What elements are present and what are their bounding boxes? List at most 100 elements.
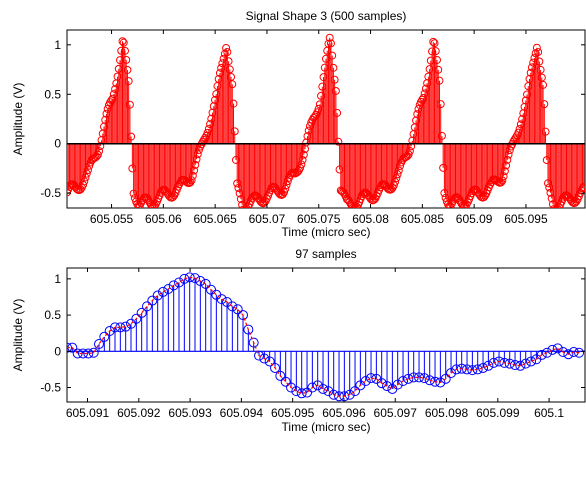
top-x-tick-label: 605.06	[145, 212, 182, 226]
top-stem-marker	[120, 46, 129, 55]
top-stem-marker	[578, 184, 585, 193]
bottom-stem-marker	[275, 370, 286, 381]
top-stem-marker	[277, 190, 286, 199]
top-stem-marker	[92, 152, 101, 161]
bottom-stem-marker	[115, 322, 126, 333]
top-stem-marker	[527, 63, 536, 72]
top-stem-marker	[102, 109, 111, 118]
top-stem-marker	[414, 105, 423, 114]
top-stem-marker	[113, 72, 122, 81]
bottom-stem-marker	[414, 372, 425, 383]
bottom-stem-marker	[131, 313, 142, 324]
bottom-markers	[67, 272, 585, 402]
bottom-x-tick-label: 605.092	[117, 406, 161, 420]
bottom-stem-marker	[350, 386, 361, 397]
bottom-stem-marker	[542, 347, 553, 358]
top-stem-marker	[510, 135, 519, 144]
top-x-tick-label: 605.08	[352, 212, 389, 226]
top-stem-marker	[242, 206, 250, 208]
top-stem-marker	[436, 100, 445, 109]
bottom-stem-marker	[307, 382, 318, 393]
bottom-stem-marker	[360, 375, 371, 386]
top-stem-marker	[304, 126, 313, 135]
top-stem-marker	[426, 56, 435, 65]
top-stem-marker	[96, 142, 105, 151]
top-stem-marker	[190, 166, 199, 175]
bottom-stem-marker	[254, 350, 265, 361]
bottom-y-axis-ticks: -0.5 0 0.5 1	[40, 272, 585, 395]
top-stem-marker	[529, 58, 538, 67]
bottom-stem-marker	[366, 373, 377, 384]
top-stem-marker	[192, 155, 201, 164]
top-stem-marker	[433, 55, 441, 64]
top-stem-marker	[206, 120, 215, 129]
top-stem-marker	[407, 142, 416, 151]
top-stem-marker	[313, 108, 322, 117]
bottom-stem-marker	[376, 378, 387, 389]
top-stem-marker	[191, 160, 200, 169]
top-stem-marker	[198, 138, 207, 147]
top-stem-marker	[518, 115, 527, 124]
top-stem-marker	[314, 104, 323, 113]
top-x-tick-label: 605.09	[456, 212, 493, 226]
top-stem-marker	[514, 128, 523, 137]
bottom-stem-marker	[259, 353, 270, 364]
top-stem-marker	[391, 177, 400, 186]
bottom-stem-marker	[435, 377, 446, 388]
top-x-tick-label: 605.055	[90, 212, 134, 226]
bottom-stem-series	[67, 272, 585, 402]
top-stem-marker	[419, 94, 428, 103]
bottom-stem-marker	[488, 357, 499, 368]
top-stem-marker	[260, 198, 269, 207]
bottom-stem-marker	[232, 304, 243, 315]
bottom-stem-marker	[147, 295, 158, 306]
top-stem-marker	[303, 132, 312, 141]
top-stem-marker	[392, 174, 401, 183]
top-stem-marker	[416, 97, 425, 106]
top-x-tick-label: 605.095	[504, 212, 548, 226]
top-stem-marker	[537, 73, 546, 82]
top-stem-marker	[523, 90, 532, 99]
bottom-stem-marker	[510, 360, 521, 371]
top-stem-marker	[204, 124, 213, 133]
top-stem-marker	[509, 137, 518, 146]
top-stem-marker	[421, 84, 430, 93]
top-stem-marker	[547, 194, 556, 203]
top-stem-marker	[193, 150, 202, 159]
top-stem-marker	[315, 100, 324, 109]
bottom-stem-marker	[323, 386, 334, 397]
top-stem-marker	[545, 183, 554, 192]
bottom-stem-marker	[483, 360, 494, 371]
bottom-stem-marker	[83, 348, 94, 359]
top-x-tick-label: 605.075	[297, 212, 341, 226]
top-stem-marker	[128, 164, 137, 173]
top-stem-marker	[231, 155, 240, 164]
bottom-stem-marker	[120, 321, 131, 332]
bottom-stem-marker	[472, 364, 483, 375]
top-stem-marker	[222, 43, 231, 52]
top-stem-marker	[502, 161, 511, 170]
bottom-stem-marker	[238, 310, 249, 321]
top-stem-marker	[526, 68, 535, 77]
bottom-stem-marker	[520, 358, 531, 369]
top-x-axis-ticks: 605.055 605.06 605.065 605.07 605.075 605.08 6…	[90, 30, 548, 226]
bottom-stem-marker	[499, 357, 510, 368]
top-stem-marker	[109, 90, 118, 99]
top-stem-marker	[211, 95, 219, 104]
top-y-tick-label: 1	[54, 38, 61, 52]
bottom-stem-marker	[296, 388, 307, 399]
bottom-stem-marker	[152, 290, 163, 301]
top-stem-marker	[339, 188, 348, 197]
top-stem-marker	[541, 127, 550, 136]
bottom-x-tick-label: 605.1	[534, 406, 564, 420]
top-stem-marker	[455, 195, 464, 204]
top-stem-marker	[521, 96, 530, 105]
top-stem-marker	[536, 65, 545, 74]
bottom-x-tick-label: 605.096	[322, 406, 366, 420]
top-stem-marker	[215, 69, 224, 78]
top-stem-marker	[420, 89, 429, 98]
bottom-stem-marker	[494, 356, 505, 367]
top-stem-marker	[334, 137, 343, 146]
top-stem-marker	[223, 48, 232, 57]
